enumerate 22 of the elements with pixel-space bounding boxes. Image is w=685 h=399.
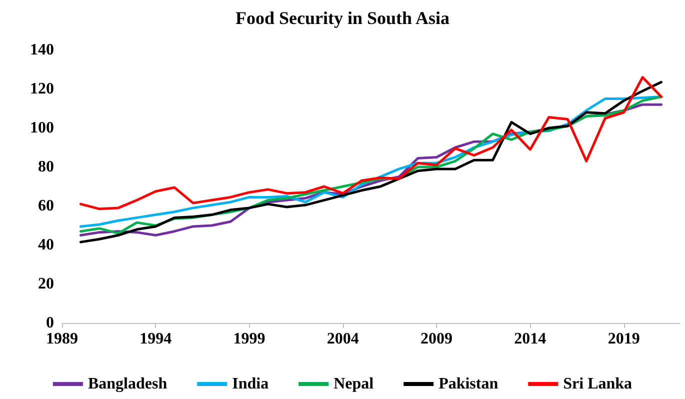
legend-label: Bangladesh [88,376,168,392]
y-tick-label: 60 [38,198,54,214]
legend-label: Sri Lanka [563,376,632,392]
x-tick-label: 2004 [326,330,359,348]
y-tick-label: 40 [38,236,54,254]
x-tick-label: 1994 [140,330,172,348]
y-tick-label: 0 [46,314,54,332]
legend-label: Nepal [334,376,374,392]
x-tick-label: 2009 [420,330,453,348]
y-tick-label: 80 [38,158,54,176]
legend-label: Pakistan [438,376,498,392]
x-tick-label: 1989 [46,330,78,348]
x-tick-label: 2019 [608,330,640,348]
y-tick-label: 140 [30,42,54,58]
y-tick-label: 20 [38,276,54,292]
y-tick-label: 100 [30,120,54,136]
legend-label: India [232,376,269,392]
x-tick-label: 1999 [233,330,266,348]
x-tick-label: 2014 [514,330,546,348]
line-series [79,76,663,210]
y-tick-label: 120 [30,80,54,98]
chart-title: Food Security in South Asia [235,8,450,28]
